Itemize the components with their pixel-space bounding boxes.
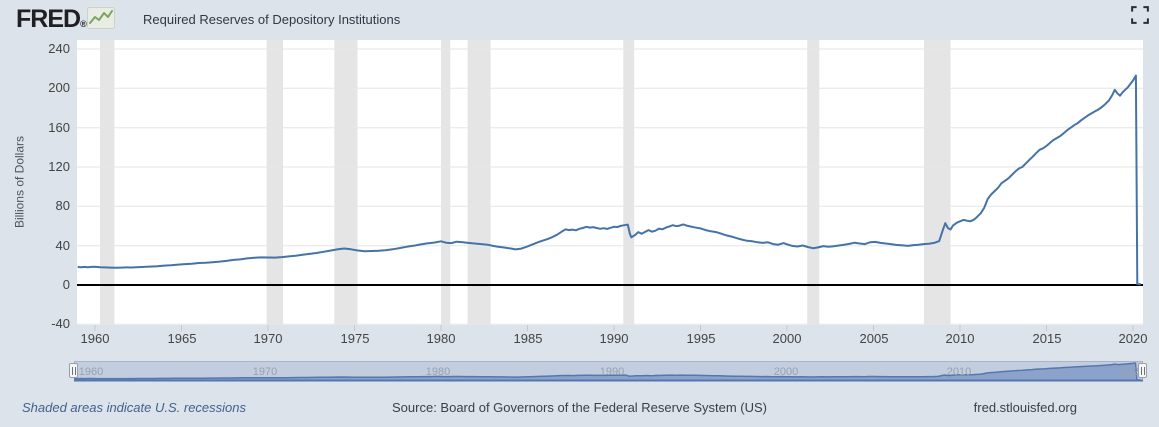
navigator-year-label: 1990: [599, 366, 625, 378]
plot-area[interactable]: [77, 40, 1143, 325]
x-tick-label: 2015: [1032, 331, 1062, 346]
navigator-year-label: 1960: [78, 366, 104, 378]
x-tick-label: 2010: [945, 331, 975, 346]
y-tick-label: 200: [48, 80, 70, 95]
x-tick-label: 1960: [80, 331, 110, 346]
legend-line-marker: [121, 18, 136, 21]
source-text: Source: Board of Governors of the Federa…: [392, 400, 767, 415]
x-tick-label: 2020: [1118, 331, 1148, 346]
x-tick-label: 1995: [686, 331, 716, 346]
y-tick-label: 80: [55, 198, 70, 213]
fred-logo-text: FRED: [16, 5, 81, 33]
x-tick-label: 1980: [426, 331, 456, 346]
navigator-year-label: 1970: [252, 366, 278, 378]
x-tick-label: 1975: [340, 331, 370, 346]
fullscreen-button[interactable]: [1131, 6, 1149, 24]
x-tick-label: 2000: [772, 331, 802, 346]
y-tick-label: 120: [48, 159, 70, 174]
navigator-right-handle[interactable]: [1138, 363, 1147, 378]
navigator-year-label: 2010: [946, 366, 972, 378]
series-legend: Required Reserves of Depository Institut…: [121, 11, 400, 27]
x-tick-label: 2005: [859, 331, 889, 346]
fred-site-link[interactable]: fred.stlouisfed.org: [973, 400, 1077, 415]
fred-sparkline-icon: [87, 7, 115, 29]
navigator-left-handle[interactable]: [69, 363, 78, 378]
y-tick-label: 0: [62, 277, 70, 292]
recession-note-link[interactable]: Shaded areas indicate U.S. recessions: [22, 400, 247, 415]
y-tick-label: -40: [51, 316, 70, 331]
fred-logo[interactable]: FRED®: [16, 5, 87, 34]
navigator-year-label: 2000: [773, 366, 799, 378]
y-axis-title: Billions of Dollars: [12, 135, 27, 229]
navigator-year-label: 1980: [425, 366, 451, 378]
legend-label: Required Reserves of Depository Institut…: [143, 11, 401, 27]
navigator-year-label: 2020: [1120, 366, 1146, 378]
x-tick-label: 1965: [167, 331, 197, 346]
x-tick-label: 1985: [513, 331, 543, 346]
registered-mark: ®: [80, 19, 87, 29]
y-tick-label: 40: [55, 238, 70, 253]
x-tick-label: 1970: [253, 331, 283, 346]
x-tick-label: 1990: [599, 331, 629, 346]
y-tick-label: 240: [48, 41, 70, 56]
y-tick-label: 160: [48, 120, 70, 135]
